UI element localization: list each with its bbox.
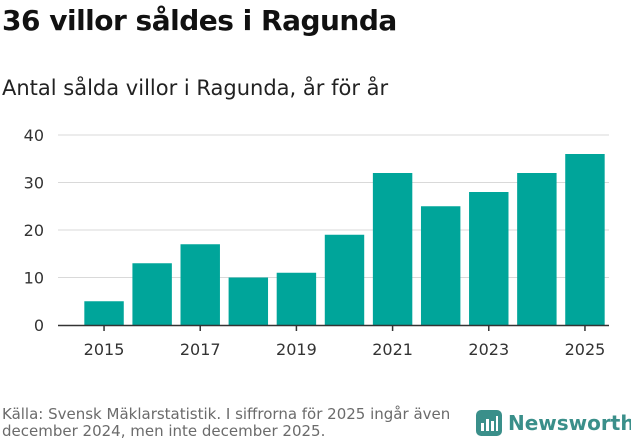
bar-2024 [517, 173, 557, 325]
bar-2019 [276, 272, 317, 325]
y-tick-label-10: 10 [24, 269, 44, 288]
y-tick-label-20: 20 [24, 221, 44, 240]
bar-2018 [228, 277, 269, 325]
newsworthy-logo-icon [476, 410, 502, 436]
brand-name: Newsworthy [508, 411, 631, 435]
y-tick-label-40: 40 [24, 126, 44, 145]
bars [84, 154, 605, 325]
source-note: Källa: Svensk Mäklarstatistik. I siffror… [2, 405, 451, 440]
bar-2023 [469, 192, 509, 325]
x-tick-label-2023: 2023 [468, 340, 509, 359]
bar-2021 [372, 173, 413, 325]
axes: 0 10 20 30 40 2015 2017 2019 2021 2023 2025 [24, 126, 609, 359]
bar-2017 [180, 244, 220, 325]
chart-title: 36 villor såldes i Ragunda [2, 4, 397, 37]
x-tick-label-2015: 2015 [84, 340, 125, 359]
bar-2016 [132, 263, 172, 325]
bar-2020 [324, 234, 365, 325]
x-tick-label-2019: 2019 [276, 340, 317, 359]
x-tick-label-2017: 2017 [180, 340, 221, 359]
y-tick-label-30: 30 [24, 174, 44, 193]
brand-logo[interactable]: Newsworthy [476, 408, 631, 438]
bar-2015 [84, 301, 124, 325]
chart-subtitle: Antal sålda villor i Ragunda, år för år [2, 76, 389, 100]
x-tick-label-2025: 2025 [565, 340, 606, 359]
bar-2025 [565, 154, 605, 325]
bar-2022 [420, 206, 461, 325]
bar-chart: 0 10 20 30 40 2015 2017 2019 2021 2023 2025 [24, 126, 609, 359]
x-tick-label-2021: 2021 [372, 340, 413, 359]
y-tick-label-0: 0 [34, 316, 44, 335]
